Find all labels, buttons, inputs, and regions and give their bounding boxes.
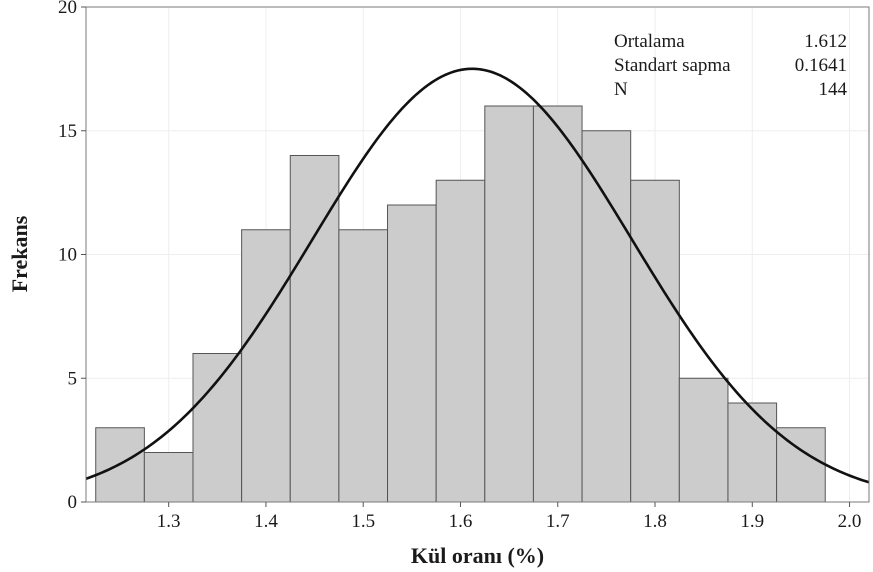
histogram-bar: [678, 377, 729, 503]
legend-label: N: [614, 79, 628, 100]
legend-label: Standart sapma: [614, 55, 731, 76]
legend-label: Ortalama: [614, 31, 685, 52]
histogram-bars: [95, 105, 826, 503]
histogram-bar: [532, 105, 583, 503]
histogram-bar: [435, 179, 486, 503]
histogram-bar: [289, 155, 340, 503]
histogram-bar: [581, 130, 632, 503]
x-tick-label: 1.3: [157, 511, 181, 532]
histogram-bar: [241, 229, 291, 503]
y-axis-title: Frekans: [7, 215, 32, 292]
y-axis-ticks: 0 5 10 15 20: [58, 0, 86, 513]
stats-legend: Ortalama 1.612 Standart sapma 0.1641 N 144: [614, 31, 848, 100]
y-tick-label: 0: [68, 492, 78, 513]
y-tick-label: 5: [68, 368, 78, 389]
histogram-bar: [727, 402, 778, 503]
x-tick-label: 2.0: [838, 511, 862, 532]
histogram-bar: [776, 427, 826, 503]
x-tick-label: 1.9: [740, 511, 764, 532]
histogram-bar: [143, 452, 194, 503]
y-tick-label: 10: [58, 245, 77, 266]
y-tick-label: 20: [58, 0, 77, 18]
x-axis-ticks: 1.3 1.4 1.5 1.6 1.7 1.8 1.9 2.0: [157, 502, 862, 532]
y-tick-label: 15: [58, 121, 77, 142]
x-tick-label: 1.7: [546, 511, 570, 532]
normal-fit-curve: [85, 67, 870, 484]
histogram-bar: [192, 353, 243, 503]
x-axis-title: Kül oranı (%): [411, 543, 544, 568]
x-tick-label: 1.5: [351, 511, 375, 532]
legend-value: 144: [819, 79, 848, 100]
histogram-bar: [630, 179, 680, 503]
x-tick-label: 1.8: [643, 511, 667, 532]
histogram-bar: [338, 229, 389, 503]
legend-value: 1.612: [804, 31, 847, 52]
histogram-bar: [484, 105, 534, 503]
x-tick-label: 1.4: [254, 511, 278, 532]
x-tick-label: 1.6: [449, 511, 473, 532]
histogram-bar: [387, 204, 437, 503]
legend-value: 0.1641: [795, 55, 847, 76]
